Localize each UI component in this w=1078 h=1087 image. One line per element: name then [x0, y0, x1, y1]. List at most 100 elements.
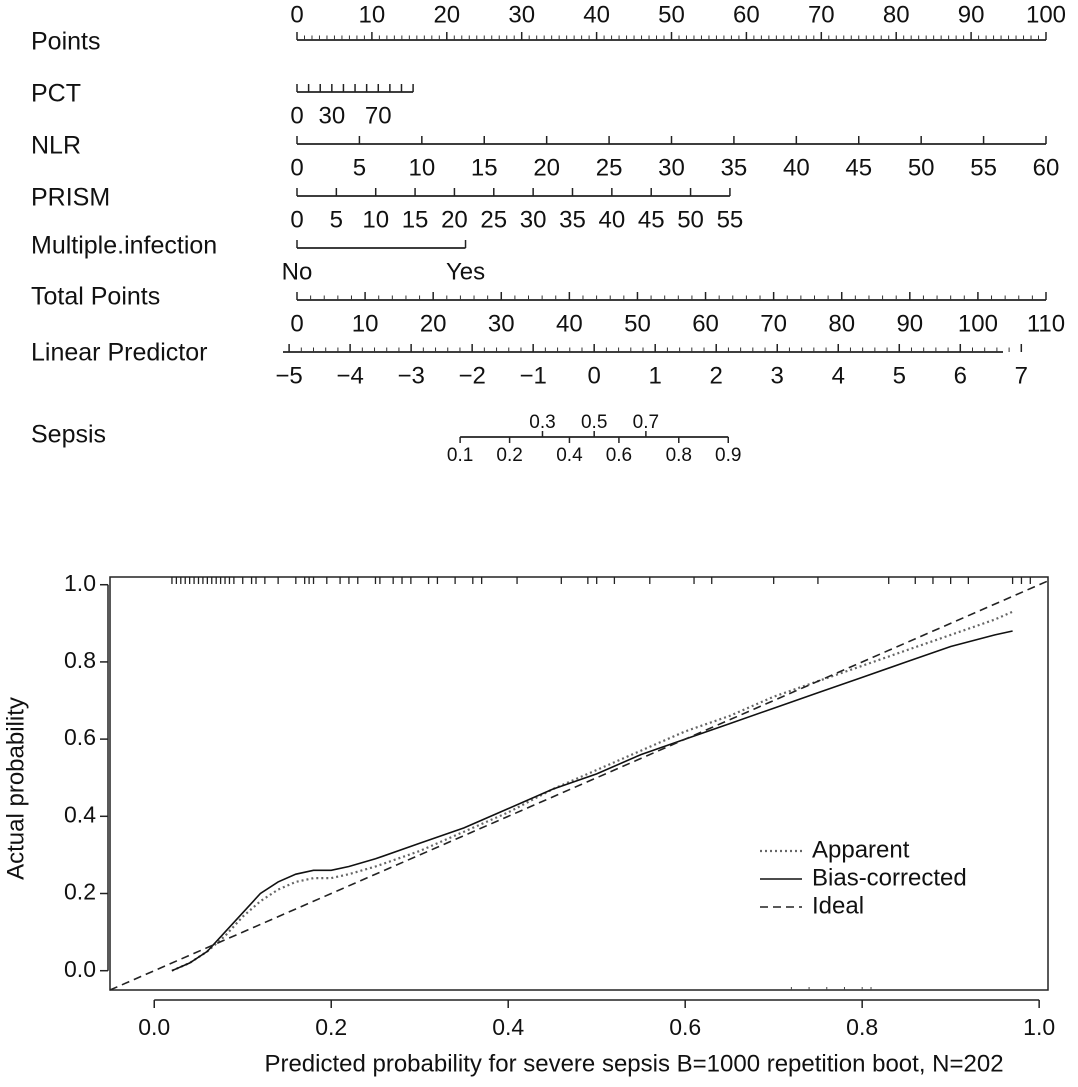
row-prism: PRISM 0 5 10 15 20 25 30 35 40 45 50 55: [31, 184, 743, 234]
tick-label-prism-5: 5: [330, 206, 343, 233]
row-sepsis: Sepsis 0.3 0.5 0.7 0.1 0.2 0.4 0.6 0.8 0.9: [31, 412, 741, 466]
tick-label-nlr-45: 45: [845, 154, 872, 181]
tick-label-points-100: 100: [1026, 1, 1066, 28]
tick-label-linear-predictor-2: 2: [710, 362, 723, 389]
x-tick-label-0_4: 0.4: [492, 1014, 524, 1040]
row-nlr: NLR 0 5 10 15 20 25 30 35 40 45 50 55 60: [31, 132, 1059, 182]
tick-label-prism-45: 45: [638, 206, 665, 233]
tick-label-prism-55: 55: [717, 206, 744, 233]
tick-label-prism-20: 20: [441, 206, 468, 233]
tick-label-sepsis-0_3: 0.3: [529, 412, 555, 433]
x-tick-label-0_2: 0.2: [315, 1014, 347, 1040]
tick-label-nlr-5: 5: [353, 154, 366, 181]
tick-label-prism-40: 40: [599, 206, 626, 233]
tick-label-prism-30: 30: [520, 206, 547, 233]
tick-label-sepsis-0_4: 0.4: [556, 445, 583, 466]
tick-label-prism-35: 35: [559, 206, 586, 233]
tick-label-total-points-100: 100: [958, 310, 998, 337]
plot-frame: [109, 576, 1049, 991]
x-tick-label-0_6: 0.6: [669, 1014, 701, 1040]
y-tick-label-1: 1.0: [64, 570, 96, 596]
tick-label-linear-predictor-1: 1: [649, 362, 662, 389]
tick-label-total-points-90: 90: [896, 310, 923, 337]
row-label-prism: PRISM: [31, 184, 110, 212]
tick-label-linear-predictor-m2: −2: [458, 362, 485, 389]
tick-label-total-points-50: 50: [624, 310, 651, 337]
row-label-linear-predictor: Linear Predictor: [31, 339, 207, 367]
tick-label-multiple-infection-0: No: [282, 258, 313, 285]
tick-label-total-points-40: 40: [556, 310, 583, 337]
tick-label-linear-predictor-m1: −1: [519, 362, 546, 389]
tick-label-total-points-20: 20: [420, 310, 447, 337]
tick-label-nlr-40: 40: [783, 154, 810, 181]
tick-label-linear-predictor-m4: −4: [336, 362, 363, 389]
tick-label-linear-predictor-5: 5: [893, 362, 906, 389]
tick-label-points-60: 60: [733, 1, 760, 28]
tick-label-sepsis-0_9: 0.9: [715, 445, 741, 466]
tick-label-linear-predictor-0: 0: [588, 362, 601, 389]
tick-label-prism-10: 10: [362, 206, 389, 233]
tick-label-points-90: 90: [958, 1, 985, 28]
tick-label-points-10: 10: [359, 1, 386, 28]
y-tick-label-0_2: 0.2: [64, 879, 96, 905]
series-line-ideal: [109, 580, 1049, 991]
tick-label-points-80: 80: [883, 1, 910, 28]
tick-label-nlr-15: 15: [471, 154, 498, 181]
row-pct: PCT 0 30 70: [31, 80, 414, 129]
tick-label-nlr-30: 30: [658, 154, 685, 181]
tick-label-nlr-20: 20: [533, 154, 560, 181]
tick-label-points-20: 20: [433, 1, 460, 28]
legend-label-apparent: Apparent: [812, 836, 910, 863]
tick-label-prism-0: 0: [290, 206, 303, 233]
tick-label-total-points-10: 10: [352, 310, 379, 337]
row-label-points: Points: [31, 28, 100, 56]
row-linear-predictor: Linear Predictor −5 −4 −3 −2 −1 0 1 2 3 4 5 6 7: [31, 339, 1028, 390]
tick-label-sepsis-0_1: 0.1: [447, 445, 473, 466]
tick-label-nlr-60: 60: [1033, 154, 1060, 181]
calibration-chart: 0.0 0.2 0.4 0.6 0.8 1.0 Predicted probability …: [2, 570, 1055, 1078]
tick-label-linear-predictor-7: 7: [1015, 362, 1028, 389]
tick-label-nlr-35: 35: [721, 154, 748, 181]
tick-label-linear-predictor-m5: −5: [275, 362, 302, 389]
tick-label-points-70: 70: [808, 1, 835, 28]
tick-label-prism-25: 25: [480, 206, 507, 233]
tick-label-sepsis-0_8: 0.8: [666, 445, 692, 466]
tick-label-total-points-80: 80: [828, 310, 855, 337]
row-points: Points 0 10 20 30 40 50 60 70 80 90 100: [31, 1, 1066, 55]
tick-label-total-points-30: 30: [488, 310, 515, 337]
y-tick-label-0_4: 0.4: [64, 801, 96, 827]
tick-label-nlr-10: 10: [408, 154, 435, 181]
tick-label-nlr-55: 55: [970, 154, 997, 181]
x-tick-label-0: 0.0: [138, 1014, 170, 1040]
tick-label-linear-predictor-3: 3: [771, 362, 784, 389]
tick-label-pct-30: 30: [318, 102, 345, 129]
tick-label-pct-70: 70: [365, 102, 392, 129]
tick-label-total-points-110: 110: [1027, 310, 1065, 337]
row-multiple-infection: Multiple.infection No Yes: [31, 232, 485, 286]
tick-label-total-points-0: 0: [290, 310, 303, 337]
tick-label-linear-predictor-6: 6: [954, 362, 967, 389]
legend-label-ideal: Ideal: [812, 892, 864, 919]
row-label-multiple-infection: Multiple.infection: [31, 232, 217, 260]
row-total-points: Total Points 0 10 20 30 40 50 60 70 80 90 100 110: [31, 283, 1065, 338]
tick-label-pct-0: 0: [290, 102, 303, 129]
x-axis-label: Predicted probability for severe sepsis …: [264, 1050, 1003, 1077]
y-axis-label: Actual probability: [2, 697, 29, 880]
tick-label-points-30: 30: [508, 1, 535, 28]
tick-label-nlr-0: 0: [290, 154, 303, 181]
tick-label-nlr-50: 50: [908, 154, 935, 181]
row-label-pct: PCT: [31, 80, 81, 108]
tick-label-linear-predictor-4: 4: [832, 362, 845, 389]
tick-label-linear-predictor-m3: −3: [397, 362, 424, 389]
row-label-total-points: Total Points: [31, 283, 160, 311]
tick-label-sepsis-0_6: 0.6: [606, 445, 632, 466]
tick-label-points-40: 40: [583, 1, 610, 28]
tick-label-total-points-70: 70: [760, 310, 787, 337]
tick-label-sepsis-0_5: 0.5: [581, 412, 607, 433]
tick-label-nlr-25: 25: [596, 154, 623, 181]
tick-label-points-0: 0: [290, 1, 303, 28]
y-tick-label-0_6: 0.6: [64, 724, 96, 750]
row-label-sepsis: Sepsis: [31, 421, 106, 449]
